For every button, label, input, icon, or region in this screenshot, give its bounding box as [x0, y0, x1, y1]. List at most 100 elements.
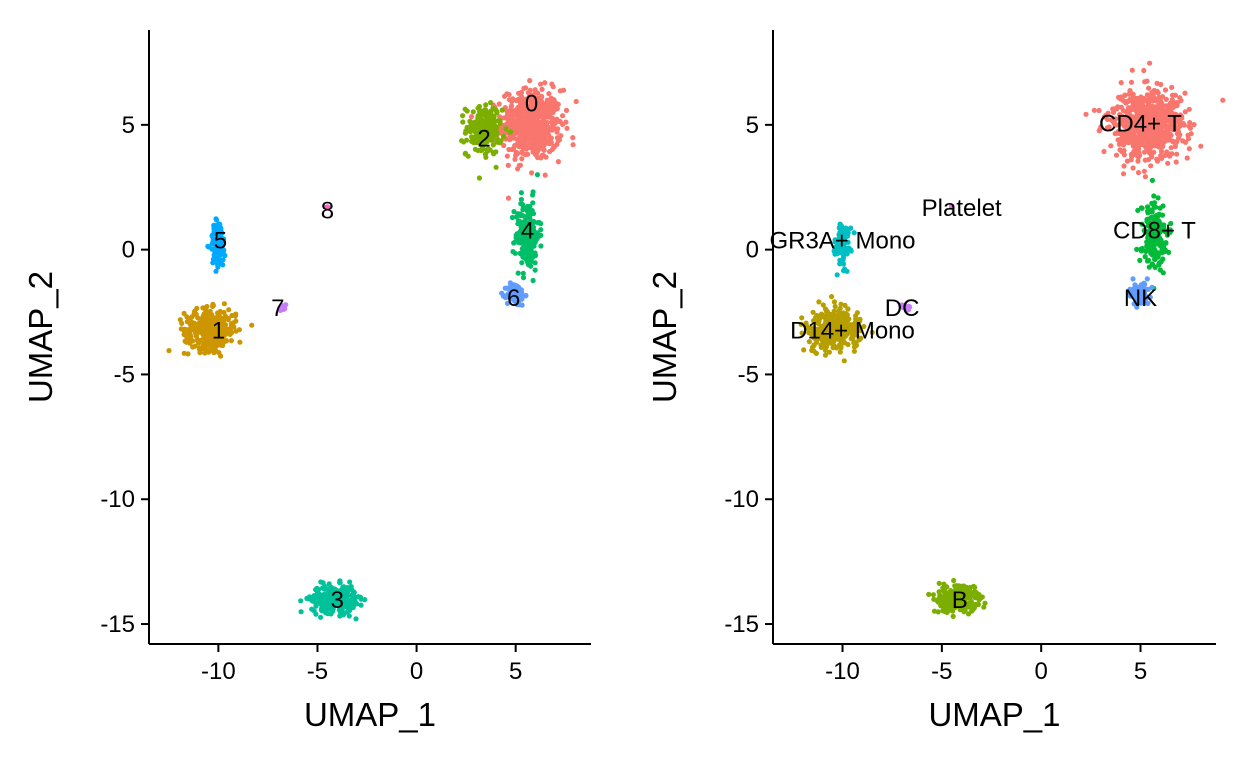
data-point — [1121, 152, 1127, 158]
data-point — [496, 101, 502, 107]
cluster-points-4 — [509, 172, 544, 284]
data-point — [322, 605, 328, 611]
data-point — [1118, 104, 1124, 110]
data-point — [1180, 138, 1186, 144]
data-point — [509, 214, 515, 221]
data-point — [1151, 200, 1158, 206]
data-point — [546, 91, 552, 97]
data-point — [518, 190, 525, 196]
data-point — [801, 347, 807, 353]
data-point — [1184, 155, 1190, 161]
data-point — [324, 596, 330, 602]
y-tick-label: 0 — [746, 237, 759, 264]
data-point — [532, 239, 538, 245]
data-point — [282, 306, 288, 312]
data-point — [542, 137, 548, 143]
data-point — [561, 87, 567, 93]
data-point — [334, 587, 340, 593]
data-point — [1152, 142, 1158, 148]
data-point — [210, 301, 216, 307]
data-point — [1169, 92, 1176, 98]
data-point — [521, 125, 527, 131]
data-point — [525, 151, 531, 157]
data-point — [488, 100, 494, 106]
data-point — [348, 605, 354, 612]
data-point — [514, 296, 520, 302]
data-point — [1144, 276, 1150, 282]
y-tick-label: -15 — [724, 611, 759, 638]
data-point — [1134, 246, 1140, 252]
data-point — [533, 95, 540, 101]
data-point — [478, 147, 484, 154]
data-point — [328, 584, 334, 590]
data-point — [1141, 67, 1147, 74]
data-point — [519, 246, 525, 252]
data-point — [1146, 85, 1152, 91]
data-point — [1220, 97, 1226, 103]
data-point — [504, 285, 510, 291]
data-point — [1155, 90, 1161, 96]
data-point — [479, 143, 485, 149]
x-tick-label: -10 — [201, 658, 236, 685]
data-point — [1167, 153, 1173, 159]
data-point — [530, 277, 536, 284]
data-point — [513, 97, 519, 104]
data-point — [228, 338, 234, 344]
data-point — [464, 108, 470, 114]
data-point — [1186, 106, 1192, 112]
data-point — [1117, 96, 1124, 102]
data-point — [820, 302, 826, 308]
data-point — [510, 120, 516, 126]
data-point — [221, 247, 227, 253]
data-point — [1147, 60, 1153, 66]
cluster-label: NK — [1124, 285, 1157, 312]
umap-panel-2: -10 -5 0 5 -15 -10 -5 0 5 UMAP_1 UMAP_2 CD4+ T CD8+ … — [646, 30, 1226, 733]
data-point — [505, 195, 512, 201]
data-point — [1083, 111, 1089, 117]
data-point — [196, 323, 202, 329]
data-point — [200, 342, 206, 348]
cluster-points-5 — [205, 216, 228, 274]
data-point — [358, 596, 364, 602]
data-point — [573, 98, 579, 105]
data-point — [483, 154, 489, 160]
data-point — [930, 592, 937, 598]
data-point — [1149, 93, 1155, 99]
data-point — [1130, 276, 1136, 282]
data-point — [968, 599, 974, 606]
x-tick-label: -5 — [307, 658, 328, 685]
data-point — [501, 133, 507, 139]
data-point — [217, 252, 223, 258]
data-point — [218, 353, 224, 359]
data-point — [538, 227, 544, 233]
data-point — [221, 236, 227, 242]
data-point — [460, 113, 466, 119]
data-point — [1186, 146, 1192, 152]
data-point — [514, 231, 520, 237]
data-point — [1188, 131, 1194, 137]
data-point — [810, 309, 816, 315]
data-point — [498, 138, 504, 144]
y-tick-label: 5 — [122, 112, 135, 139]
data-point — [527, 215, 533, 221]
data-point — [492, 126, 498, 132]
data-point — [530, 200, 536, 206]
data-point — [515, 270, 521, 276]
data-point — [1144, 92, 1150, 98]
data-point — [464, 137, 470, 143]
data-point — [508, 134, 514, 140]
data-point — [211, 225, 217, 231]
data-point — [520, 146, 527, 152]
data-point — [1142, 254, 1148, 260]
data-point — [531, 147, 537, 153]
data-point — [514, 290, 520, 296]
data-point — [328, 600, 334, 607]
data-point — [513, 124, 519, 130]
data-point — [1118, 80, 1124, 86]
data-point — [509, 287, 515, 293]
data-point — [214, 338, 220, 344]
cluster-label: GR3A+ Mono — [769, 228, 915, 255]
data-point — [542, 172, 548, 178]
data-point — [1168, 145, 1174, 151]
